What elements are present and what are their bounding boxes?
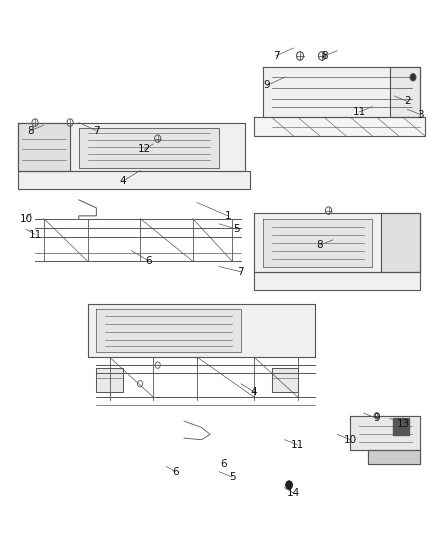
Circle shape	[410, 74, 416, 81]
Text: 9: 9	[373, 414, 380, 423]
Polygon shape	[350, 416, 420, 450]
Polygon shape	[96, 309, 241, 352]
Text: 8: 8	[27, 126, 34, 135]
Text: 12: 12	[138, 144, 151, 154]
Polygon shape	[79, 128, 219, 168]
Text: 4: 4	[251, 387, 258, 397]
Text: 7: 7	[93, 126, 100, 135]
Text: 11: 11	[28, 230, 42, 239]
Polygon shape	[254, 117, 425, 136]
Polygon shape	[368, 450, 420, 464]
Text: 9: 9	[264, 80, 271, 90]
Text: 6: 6	[220, 459, 227, 469]
Text: 6: 6	[172, 467, 179, 477]
Text: 8: 8	[321, 51, 328, 61]
Text: 5: 5	[233, 224, 240, 234]
Polygon shape	[263, 67, 420, 117]
Text: 11: 11	[291, 440, 304, 450]
Text: 2: 2	[404, 96, 411, 106]
Text: 8: 8	[316, 240, 323, 250]
Text: 7: 7	[237, 267, 244, 277]
Circle shape	[286, 481, 293, 489]
Text: 11: 11	[353, 107, 366, 117]
Polygon shape	[272, 368, 298, 392]
Bar	[393, 418, 409, 435]
Text: 10: 10	[20, 214, 33, 223]
Text: 4: 4	[119, 176, 126, 186]
Text: 7: 7	[272, 51, 279, 61]
Text: 13: 13	[396, 419, 410, 429]
Polygon shape	[254, 272, 420, 290]
Polygon shape	[381, 213, 420, 272]
Polygon shape	[88, 304, 315, 357]
Polygon shape	[96, 368, 123, 392]
Text: 6: 6	[145, 256, 152, 266]
Polygon shape	[18, 123, 245, 171]
Text: 5: 5	[229, 472, 236, 482]
Polygon shape	[18, 123, 70, 171]
Text: 10: 10	[344, 435, 357, 445]
Polygon shape	[254, 213, 420, 272]
Polygon shape	[263, 219, 372, 266]
Text: 1: 1	[224, 211, 231, 221]
Polygon shape	[390, 67, 420, 117]
Text: 3: 3	[417, 110, 424, 119]
Polygon shape	[18, 171, 250, 189]
Text: 14: 14	[287, 488, 300, 498]
